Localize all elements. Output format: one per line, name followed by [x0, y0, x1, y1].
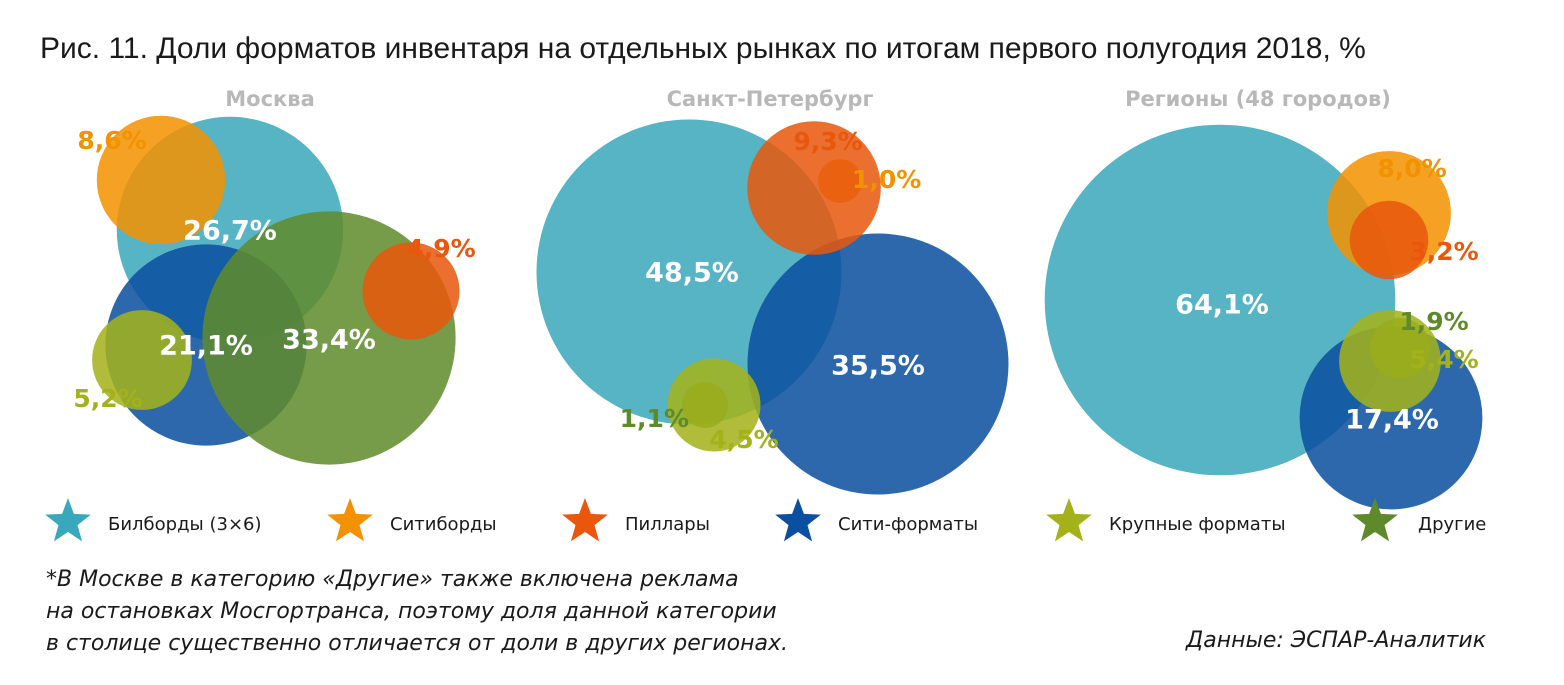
footnote-line-1: *В Москве в категорию «Другие» также вкл…: [46, 567, 739, 592]
data-label-large: 5,2%: [73, 384, 142, 413]
data-label-large: 4,5%: [709, 425, 778, 454]
panel-3: Регионы (48 городов) 64,1% 8,0% 3,2% 17,4% 5,…: [1044, 87, 1483, 510]
legend-item-cityboards: Ситиборды: [327, 498, 497, 542]
star-icon: [1046, 498, 1092, 542]
data-label-pillars: 4,9%: [406, 234, 475, 263]
footnote-line-2: на остановках Мосгортранса, поэтому доля…: [46, 599, 777, 624]
legend-label: Крупные форматы: [1109, 514, 1286, 535]
data-label-cityformats: 21,1%: [159, 331, 253, 362]
legend: Билборды (3×6) Ситиборды Пиллары Сити-форма…: [45, 498, 1486, 542]
chart-title: Рис. 11. Доли форматов инвентаря на отде…: [40, 32, 1366, 65]
panel-title: Москва: [225, 87, 315, 111]
panel-1: Москва 26,7% 8,6% 4,9% 21,1% 5,2% 33,4%: [73, 87, 476, 465]
bubble-large: [667, 358, 761, 452]
bubble-pillars: [747, 121, 881, 255]
data-label-large: 5,4%: [1409, 345, 1478, 374]
data-label-cityboards: 8,0%: [1377, 154, 1446, 183]
data-label-cityboards: 8,6%: [77, 126, 146, 155]
star-icon: [775, 498, 821, 542]
bubble-large: [1339, 310, 1441, 412]
footnote-line-3: в столице существенно отличается от доли…: [46, 631, 788, 656]
data-label-other: 1,9%: [1399, 307, 1468, 336]
star-icon: [45, 498, 91, 542]
legend-label: Пиллары: [625, 514, 710, 535]
bubble-cityformats: [747, 233, 1009, 495]
data-label-billboards: 26,7%: [183, 216, 277, 247]
data-label-other: 1,1%: [620, 404, 689, 433]
source-note: Данные: ЭСПАР-Аналитик: [1186, 628, 1486, 653]
data-label-billboards: 48,5%: [645, 258, 739, 289]
data-label-pillars: 3,2%: [1409, 237, 1478, 266]
legend-item-billboards: Билборды (3×6): [45, 498, 262, 542]
legend-item-pillars: Пиллары: [562, 498, 710, 542]
legend-item-other: Другие: [1352, 498, 1486, 542]
legend-item-large: Крупные форматы: [1046, 498, 1286, 542]
chart-panels: Москва 26,7% 8,6% 4,9% 21,1% 5,2% 33,4% Санкт-П…: [73, 87, 1483, 510]
data-label-pillars: 9,3%: [793, 127, 862, 156]
bubble-large: [92, 310, 192, 410]
bubble-pillars: [1349, 200, 1429, 280]
footnote: *В Москве в категорию «Другие» также вкл…: [46, 564, 946, 660]
star-icon: [1352, 498, 1398, 542]
legend-item-cityformats: Сити-форматы: [775, 498, 978, 542]
panel-title: Регионы (48 городов): [1125, 87, 1391, 111]
bubble-cityboards: [96, 115, 226, 245]
bubble-pillars: [362, 242, 460, 340]
data-label-other: 33,4%: [282, 325, 376, 356]
legend-label: Билборды (3×6): [108, 514, 262, 535]
legend-label: Ситиборды: [390, 514, 497, 535]
data-label-cityformats: 35,5%: [831, 351, 925, 382]
data-label-cityformats: 17,4%: [1345, 405, 1439, 436]
panel-2: Санкт-Петербург 48,5% 1,0% 9,3% 35,5% 4,5% 1,1…: [536, 87, 1009, 495]
legend-label: Другие: [1418, 514, 1486, 535]
data-label-billboards: 64,1%: [1175, 290, 1269, 321]
data-label-cityboards: 1,0%: [852, 165, 921, 194]
star-icon: [562, 498, 608, 542]
panel-title: Санкт-Петербург: [667, 87, 874, 111]
star-icon: [327, 498, 373, 542]
legend-label: Сити-форматы: [838, 514, 978, 535]
